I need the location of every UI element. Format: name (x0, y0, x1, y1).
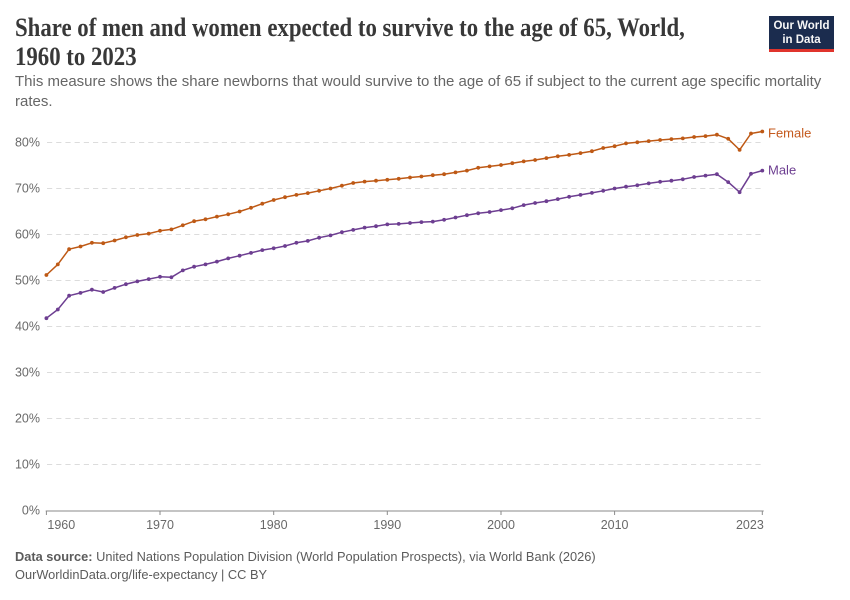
svg-text:10%: 10% (15, 458, 40, 472)
svg-text:1960: 1960 (47, 518, 75, 532)
svg-text:0%: 0% (22, 504, 40, 518)
svg-text:40%: 40% (15, 320, 40, 334)
svg-text:30%: 30% (15, 366, 40, 380)
svg-text:20%: 20% (15, 412, 40, 426)
svg-text:1990: 1990 (373, 518, 401, 532)
svg-text:2000: 2000 (487, 518, 515, 532)
svg-text:50%: 50% (15, 274, 40, 288)
svg-text:1970: 1970 (146, 518, 174, 532)
svg-text:80%: 80% (15, 136, 40, 150)
svg-text:2010: 2010 (601, 518, 629, 532)
svg-text:1980: 1980 (260, 518, 288, 532)
svg-text:60%: 60% (15, 228, 40, 242)
svg-text:Female: Female (768, 126, 811, 141)
svg-text:Male: Male (768, 163, 796, 178)
svg-text:70%: 70% (15, 182, 40, 196)
svg-text:2023: 2023 (736, 518, 764, 532)
